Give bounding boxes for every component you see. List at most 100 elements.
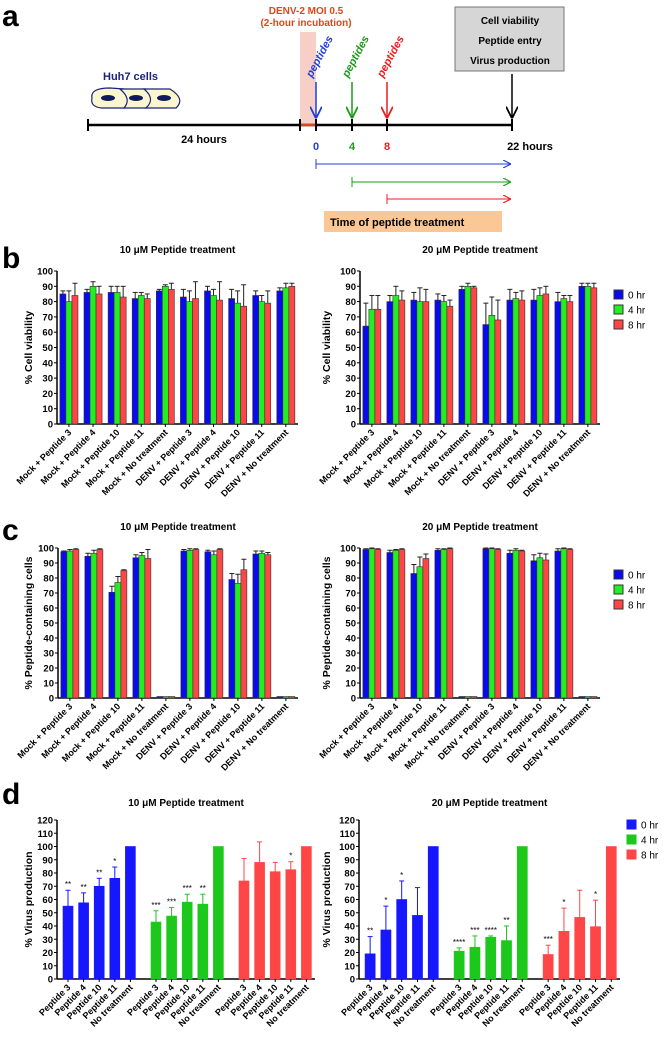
bar-4-hr: [197, 903, 209, 980]
bar-4-hr: [282, 287, 290, 425]
time-8: 8: [384, 141, 390, 153]
bar-8-hr: [574, 917, 586, 980]
bar-4-hr: [501, 940, 512, 980]
bar-0-hr: [482, 324, 490, 425]
bar-0-hr: [252, 553, 260, 699]
bar-8-hr: [216, 549, 224, 699]
chart-title: 10 μM Peptide treatment: [120, 245, 236, 256]
y-tick-label: 100: [339, 842, 355, 853]
y-tick-label: 20: [345, 664, 356, 675]
bar-4-hr: [464, 285, 472, 425]
y-tick-label: 120: [339, 816, 355, 827]
y-tick-label: 90: [43, 559, 54, 570]
bar-0-hr: [228, 579, 236, 699]
y-tick-label: 70: [43, 589, 54, 600]
bar-4-hr: [234, 302, 241, 425]
bar-4-hr: [392, 549, 400, 699]
bar-4-hr: [488, 548, 496, 699]
y-tick-label: 50: [43, 619, 54, 630]
y-tick-label: 20: [42, 389, 53, 400]
infection-label: DENV-2 MOI 0.5: [269, 6, 344, 17]
y-tick-label: 40: [43, 634, 54, 645]
y-tick-label: 100: [38, 544, 54, 555]
peptides-label-4hr: peptides: [340, 34, 372, 80]
legend-label: 4 hr: [628, 306, 646, 317]
readout-peptide-entry: Peptide entry: [478, 36, 542, 47]
y-tick-label: 30: [345, 649, 356, 660]
y-tick-label: 40: [42, 922, 53, 933]
bar-4-hr: [213, 846, 224, 980]
bar-4-hr: [440, 549, 448, 699]
bar-4-hr: [166, 915, 177, 980]
bar-0-hr: [93, 885, 105, 980]
legend-swatch: [626, 834, 637, 845]
y-tick-label: 10: [344, 961, 355, 972]
bar-4-hr: [416, 566, 424, 699]
bar-0-hr: [434, 549, 442, 699]
bar-0-hr: [427, 846, 439, 980]
bar-8-hr: [192, 298, 199, 425]
bar-0-hr: [59, 293, 67, 425]
y-tick-label: 0: [48, 420, 53, 431]
y-tick-label: 110: [38, 829, 53, 840]
y-tick-label: 0: [49, 694, 54, 705]
y-tick-label: 80: [42, 869, 53, 880]
time-0: 0: [313, 141, 319, 153]
legend-label: 0 hr: [628, 291, 646, 302]
chart-d_left: 10 μM Peptide treatment % Virus productio…: [23, 798, 315, 1029]
chart-b_right: 20 μM Peptide treatment % Cell viability 0…: [317, 245, 645, 499]
legend-swatch: [613, 584, 624, 595]
bar-4-hr: [258, 301, 266, 425]
bar-4-hr: [138, 555, 146, 699]
significance-label: *: [562, 898, 565, 907]
bar-0-hr: [62, 905, 74, 980]
bar-4-hr: [584, 285, 592, 425]
bar-4-hr: [89, 285, 97, 425]
bar-0-hr: [204, 290, 211, 425]
y-tick-label: 120: [37, 816, 53, 827]
y-axis-label: % Cell viability: [23, 311, 35, 385]
y-tick-label: 10: [345, 404, 356, 415]
chart-b_left: 10 μM Peptide treatment % Cell viability 0…: [14, 245, 298, 499]
bar-8-hr: [590, 287, 598, 425]
charts: 10 μM Peptide treatment % Cell viability 0…: [14, 245, 658, 1029]
legend-swatch: [626, 819, 637, 830]
bar-4-hr: [512, 298, 520, 425]
bar-4-hr: [584, 696, 592, 699]
bar-0-hr: [410, 573, 418, 699]
bar-0-hr: [155, 290, 163, 425]
bar-0-hr: [482, 548, 490, 699]
readout-virus-production: Virus production: [470, 56, 550, 67]
significance-label: ***: [544, 935, 553, 944]
y-axis-label: % Virus production: [23, 851, 35, 947]
bar-8-hr: [494, 319, 502, 425]
bar-8-hr: [96, 549, 104, 699]
y-tick-label: 10: [43, 679, 54, 690]
y-tick-label: 30: [344, 935, 355, 946]
y-tick-label: 50: [42, 908, 53, 919]
chart-title: 10 μM Peptide treatment: [128, 798, 244, 809]
bar-0-hr: [578, 696, 586, 699]
bar-4-hr: [392, 295, 400, 425]
bar-8-hr: [542, 293, 550, 425]
bar-0-hr: [204, 551, 212, 699]
treatment-label-box: [324, 211, 502, 232]
y-tick-label: 60: [344, 895, 355, 906]
bar-8-hr: [590, 926, 601, 980]
bar-0-hr: [180, 296, 187, 425]
bar-0-hr: [458, 289, 466, 425]
significance-label: *: [289, 852, 292, 861]
y-tick-label: 70: [42, 312, 53, 323]
bar-8-hr: [374, 549, 382, 699]
treatment-arrows: [315, 159, 510, 204]
legend-label: 0 hr: [628, 571, 646, 582]
y-tick-label: 60: [42, 328, 53, 339]
bar-8-hr: [264, 302, 272, 425]
significance-label: *: [384, 896, 387, 905]
bar-4-hr: [464, 696, 472, 699]
y-tick-label: 0: [351, 694, 356, 705]
legend-swatch: [613, 304, 624, 315]
y-tick-label: 90: [345, 559, 356, 570]
bar-8-hr: [494, 549, 502, 699]
legend-label: 4 hr: [641, 836, 659, 847]
